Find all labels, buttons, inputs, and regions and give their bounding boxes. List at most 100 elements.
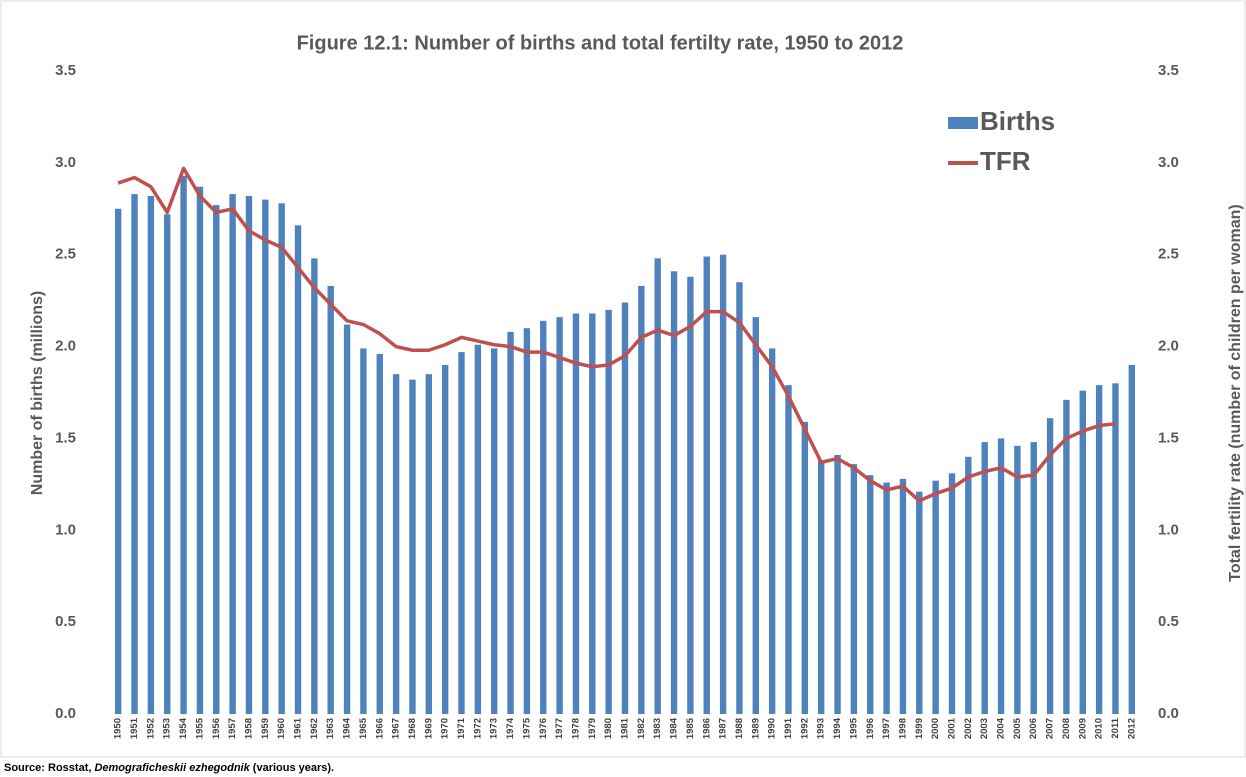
bar	[605, 309, 612, 714]
x-tick-label: 1998	[897, 718, 908, 739]
bar	[376, 353, 383, 714]
x-tick-label: 1961	[293, 717, 304, 739]
x-tick-label: 1962	[309, 718, 320, 739]
source-prefix: Source: Rosstat,	[4, 762, 94, 774]
x-tick-label: 1984	[669, 717, 680, 739]
bar	[1112, 383, 1119, 714]
x-tick-label: 1952	[145, 718, 156, 739]
bar	[1095, 385, 1103, 714]
x-tick-label: 2008	[1061, 718, 1072, 739]
x-tick-label: 2011	[1110, 717, 1121, 738]
legend-label: TFR	[980, 146, 1031, 176]
bar	[981, 442, 988, 714]
x-tick-label: 1980	[603, 718, 614, 739]
x-tick-label: 1988	[734, 718, 745, 739]
y2-tick-label: 1.5	[1158, 429, 1179, 446]
bar	[817, 460, 825, 714]
x-tick-label: 1960	[276, 718, 287, 739]
x-tick-label: 1986	[701, 718, 712, 739]
y-tick-label: 2.0	[55, 338, 76, 355]
x-tick-label: 1990	[767, 718, 778, 739]
x-tick-label: 2009	[1077, 718, 1088, 739]
y2-tick-label: 0.0	[1158, 705, 1179, 722]
x-tick-label: 1991	[783, 717, 794, 739]
bar	[294, 225, 302, 714]
bar	[752, 317, 759, 714]
bar	[916, 491, 923, 714]
bar	[703, 256, 710, 714]
bar	[1063, 399, 1070, 714]
x-tick-label: 1964	[342, 717, 353, 739]
x-tick-label: 1955	[194, 717, 205, 739]
x-tick-label: 1989	[750, 718, 761, 739]
x-tick-label: 1982	[636, 718, 647, 739]
bar	[589, 313, 596, 714]
x-tick-label: 2003	[979, 718, 990, 739]
bar	[425, 374, 433, 714]
bar	[540, 320, 547, 714]
y-tick-label: 3.0	[55, 154, 76, 171]
x-tick-label: 1956	[211, 718, 222, 739]
x-tick-label: 1993	[816, 718, 827, 739]
bar	[850, 464, 858, 714]
x-tick-label: 1968	[407, 718, 418, 739]
bar	[883, 482, 890, 714]
x-tick-label: 1971	[456, 717, 467, 739]
x-tick-label: 2004	[996, 717, 1007, 739]
line	[117, 166, 1116, 503]
x-tick-label: 1969	[423, 718, 434, 739]
bar	[392, 374, 400, 714]
y2-tick-label: 2.5	[1158, 246, 1179, 263]
bar	[736, 282, 743, 714]
x-tick-label: 1967	[391, 718, 402, 739]
bar	[965, 456, 972, 714]
x-tick-label: 1954	[178, 717, 189, 739]
y-tick-label: 1.5	[55, 429, 76, 446]
x-tick-label: 1976	[538, 718, 549, 739]
bar	[507, 331, 514, 714]
x-tick-label: 1957	[227, 718, 238, 739]
y2-tick-label: 3.0	[1158, 154, 1179, 171]
x-tick-label: 2007	[1045, 718, 1056, 739]
bar	[360, 348, 367, 714]
x-tick-label: 1985	[685, 717, 696, 739]
x-tick-label: 1981	[620, 717, 631, 739]
bar	[556, 317, 563, 714]
x-tick-label: 1994	[832, 717, 843, 739]
x-tick-label: 2000	[930, 718, 941, 739]
bar	[687, 276, 694, 714]
chart-title: Figure 12.1: Number of births and total …	[297, 32, 904, 54]
bar	[1030, 442, 1037, 714]
x-tick-label: 1979	[587, 718, 598, 739]
bar	[1014, 445, 1021, 714]
y2-tick-label: 1.0	[1158, 521, 1179, 538]
x-tick-label: 1973	[489, 718, 500, 739]
x-tick-label: 2010	[1094, 718, 1105, 739]
bar	[180, 175, 187, 714]
bar	[785, 385, 792, 714]
bar	[262, 199, 269, 715]
bar	[523, 328, 531, 714]
bar	[899, 478, 907, 714]
y-tick-label: 0.0	[55, 705, 76, 722]
x-tick-label: 1950	[113, 718, 124, 739]
x-tick-label: 2006	[1028, 718, 1039, 739]
bar	[491, 348, 498, 714]
bar	[997, 438, 1005, 714]
x-tick-label: 1978	[570, 718, 581, 739]
y-tick-label: 3.5	[55, 62, 76, 79]
x-tick-label: 1970	[440, 718, 451, 739]
legend-label: Births	[980, 106, 1055, 136]
bar	[621, 302, 629, 714]
bar	[441, 364, 449, 714]
x-tick-label: 1966	[374, 718, 385, 739]
legend-swatch	[948, 117, 978, 129]
bar	[327, 285, 334, 714]
y-tick-label: 0.5	[55, 613, 76, 630]
bar	[458, 352, 465, 714]
bar	[196, 186, 204, 715]
bar	[278, 203, 285, 714]
bar	[948, 473, 956, 714]
y2-tick-label: 3.5	[1158, 62, 1179, 79]
x-tick-label: 1996	[865, 718, 876, 739]
